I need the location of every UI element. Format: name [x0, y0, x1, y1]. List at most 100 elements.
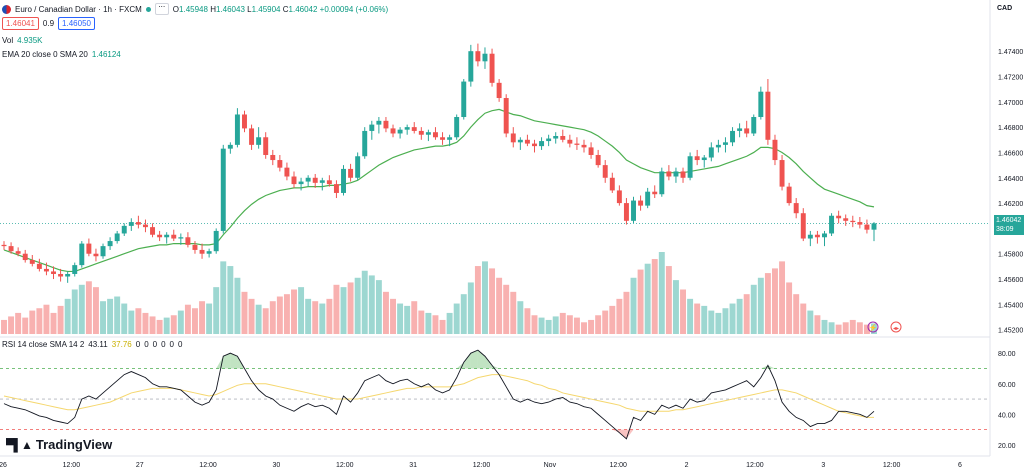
candle-body [277, 160, 283, 168]
volume-bar [743, 294, 750, 334]
symbol-row: Euro / Canadian Dollar · 1h · FXCM ⋯ O1.… [2, 3, 388, 15]
time-tick-label: 12:00 [199, 462, 217, 469]
rsi-pane [0, 349, 990, 440]
candle-body [425, 132, 431, 135]
candle-body [107, 241, 113, 247]
candle-body [744, 128, 750, 134]
price-tick-label: 1.45200 [998, 328, 1023, 335]
candle-body [730, 130, 736, 143]
volume-bar [43, 304, 50, 334]
spread-value: 0.9 [42, 19, 55, 28]
rsi-overbought-fill [230, 353, 238, 369]
symbol-title[interactable]: Euro / Canadian Dollar · 1h · FXCM [15, 4, 142, 14]
volume-bar [149, 316, 156, 334]
candle-body [609, 177, 615, 191]
candle-body [418, 130, 424, 135]
candle-body [29, 260, 35, 264]
earnings-marker-icon[interactable] [890, 321, 902, 333]
volume-bar [793, 294, 800, 334]
candle-body [312, 177, 318, 183]
buy-button[interactable]: 1.46050 [58, 17, 95, 30]
volume-bar [333, 284, 340, 334]
dividend-marker-icon[interactable] [867, 321, 879, 333]
volume-bar [340, 287, 347, 334]
rsi-overbought-fill [484, 356, 493, 369]
candle-body [800, 213, 806, 239]
volume-bar [863, 324, 870, 334]
volume-bar [828, 322, 835, 334]
rsi-overbought-fill [477, 350, 485, 369]
volume-bar [545, 319, 552, 334]
volume-bar [177, 310, 184, 334]
volume-bar [489, 268, 496, 334]
more-options-icon[interactable]: ⋯ [154, 3, 169, 15]
volume-bar [722, 308, 729, 334]
tradingview-logo[interactable]: ▀▌▲ TradingView [6, 437, 113, 452]
volume-bar [602, 310, 609, 334]
volume-bar [856, 322, 863, 334]
volume-bar [418, 310, 425, 334]
volume-bar [786, 282, 793, 334]
axes: 1.47400 1.47200 1.47000 1.46800 1.46600 1.464… [0, 49, 1023, 469]
volume-bar [566, 315, 573, 334]
volume-bar [319, 303, 326, 334]
candle-body [850, 220, 856, 223]
candle-body [341, 168, 346, 193]
candle-body [807, 234, 813, 239]
candle-body [814, 234, 820, 238]
candle-body [249, 128, 255, 145]
time-tick-label: 3 [821, 462, 825, 469]
candle-body [51, 271, 56, 274]
ema-20-line [3, 108, 875, 273]
candle-body [786, 186, 792, 204]
candle-body [638, 200, 644, 206]
volume-bar [439, 319, 446, 334]
volume-bar [474, 266, 481, 334]
volume-bar [361, 270, 368, 334]
candle-body [871, 223, 877, 230]
volume-legend[interactable]: Vol 4.935K [2, 36, 43, 45]
volume-bar [835, 324, 842, 334]
candle-body [475, 51, 481, 62]
candle-body [114, 233, 120, 242]
candle-body [758, 91, 764, 118]
volume-bar [326, 298, 333, 334]
candle-body [220, 148, 226, 231]
price-tick-label: 1.46800 [998, 125, 1023, 132]
candle-body [227, 144, 233, 149]
candle-body [164, 234, 170, 238]
price-tick-label: 1.46200 [998, 201, 1023, 208]
currency-label[interactable]: CAD [997, 5, 1013, 12]
rsi-oversold-fill [619, 429, 627, 439]
price-tick-label: 1.47200 [998, 75, 1023, 82]
volume-bar [467, 282, 474, 334]
candle-body [680, 171, 686, 178]
sell-button[interactable]: 1.46041 [2, 17, 39, 30]
candle-body [390, 128, 396, 134]
volume-bar [637, 269, 644, 334]
candle-body [72, 265, 78, 274]
volume-bar [255, 304, 262, 334]
candle-body [79, 243, 85, 266]
volume-bars [1, 252, 877, 334]
candle-body [121, 225, 127, 234]
candle-body [864, 224, 870, 230]
rsi-overbought-fill [470, 350, 478, 369]
candle-body [666, 171, 672, 177]
candle-body [376, 120, 382, 125]
candle-body [199, 249, 205, 254]
volume-bar [750, 284, 757, 334]
currency-flag-icon [2, 4, 11, 14]
volume-bar [114, 296, 121, 334]
ema-legend[interactable]: EMA 20 close 0 SMA 20 1.46124 [2, 50, 121, 59]
volume-bar [517, 301, 524, 334]
volume-bar [276, 296, 283, 334]
volume-bar [552, 316, 559, 334]
volume-bar [199, 301, 206, 334]
candle-body [192, 244, 198, 250]
market-status-icon[interactable] [145, 6, 151, 12]
volume-bar [573, 317, 580, 334]
candle-body [333, 184, 339, 193]
